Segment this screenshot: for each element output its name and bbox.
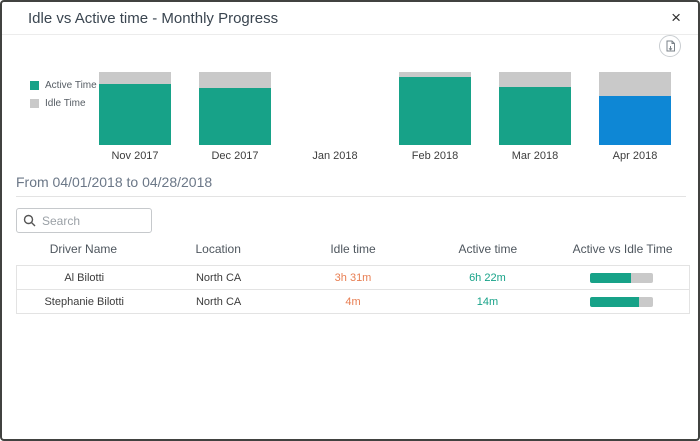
bar-slot <box>385 72 485 145</box>
chart-bars <box>85 72 685 145</box>
column-header: Active vs Idle Time <box>572 242 673 256</box>
export-image-icon <box>665 40 676 52</box>
stacked-bar-nov-2017[interactable] <box>99 72 171 145</box>
close-icon: × <box>671 8 681 27</box>
progressbar-fill <box>590 272 631 283</box>
stacked-bar-mar-2018[interactable] <box>499 72 571 145</box>
location-cell: North CA <box>195 271 242 284</box>
active-segment <box>399 77 471 145</box>
export-button[interactable] <box>659 35 681 57</box>
column-header: Location <box>195 242 241 256</box>
close-button[interactable]: × <box>671 7 681 29</box>
category-label: Mar 2018 <box>511 150 559 162</box>
bar-slot <box>285 72 385 145</box>
idle-segment <box>99 72 171 84</box>
idle-segment <box>599 72 671 96</box>
column-header: Active time <box>458 242 518 256</box>
category-label: Dec 2017 <box>211 150 259 162</box>
idle-segment <box>499 72 571 87</box>
driver-name-cell: Stephanie Bilotti <box>44 295 124 308</box>
chart-axis-labels: Nov 2017 Dec 2017 Jan 2018 Feb 2018 Mar 2018… <box>85 150 685 162</box>
category-label: Apr 2018 <box>612 150 658 162</box>
active-segment <box>599 96 671 145</box>
table-row[interactable]: Stephanie Bilotti North CA 4m 14m <box>16 289 690 314</box>
bar-slot <box>185 72 285 145</box>
table-body: Al Bilotti North CA 3h 31m 6h 22m Stephanie … <box>16 265 690 314</box>
category-label: Nov 2017 <box>111 150 159 162</box>
chart-legend: Active Time Idle Time <box>30 80 97 116</box>
active-vs-idle-progressbar <box>590 296 654 307</box>
section-divider <box>16 196 686 197</box>
search-box <box>16 208 152 233</box>
stacked-bar-dec-2017[interactable] <box>199 72 271 145</box>
active-segment <box>99 84 171 145</box>
idle-segment <box>199 72 271 88</box>
column-header: Driver Name <box>49 242 118 256</box>
date-range-label: From 04/01/2018 to 04/28/2018 <box>16 174 213 190</box>
legend-label: Idle Time <box>45 98 86 109</box>
table-row[interactable]: Al Bilotti North CA 3h 31m 6h 22m <box>16 265 690 290</box>
location-cell: North CA <box>195 295 242 308</box>
active-time-cell: 6h 22m <box>469 271 506 284</box>
active-segment <box>199 88 271 145</box>
idle-time-cell: 4m <box>345 295 361 308</box>
stacked-bar-feb-2018[interactable] <box>399 72 471 145</box>
active-vs-idle-cell <box>555 272 689 284</box>
legend-swatch <box>30 81 39 90</box>
idle-time-cell: 3h 31m <box>334 271 372 284</box>
active-vs-idle-cell <box>555 296 689 308</box>
stacked-bar-apr-2018[interactable] <box>599 72 671 145</box>
legend-swatch <box>30 99 39 108</box>
active-time-cell: 14m <box>476 295 499 308</box>
category-label: Feb 2018 <box>411 150 459 162</box>
bar-slot <box>585 72 685 145</box>
idle-segment <box>399 72 471 77</box>
driver-name-cell: Al Bilotti <box>64 271 105 284</box>
active-vs-idle-progressbar <box>590 272 654 283</box>
category-label: Jan 2018 <box>312 150 358 162</box>
legend-label: Active Time <box>45 80 97 91</box>
progressbar-fill <box>590 296 639 307</box>
search-icon <box>23 214 36 227</box>
table-header: Driver Name Location Idle time Active time A… <box>16 242 690 256</box>
active-segment <box>499 87 571 145</box>
bar-slot <box>485 72 585 145</box>
search-input[interactable] <box>42 213 145 228</box>
column-header: Idle time <box>330 242 376 256</box>
legend-item: Idle Time <box>30 98 97 109</box>
dialog-header: Idle vs Active time - Monthly Progress × <box>2 2 698 35</box>
dialog-title: Idle vs Active time - Monthly Progress <box>28 10 279 27</box>
bar-slot <box>85 72 185 145</box>
legend-item: Active Time <box>30 80 97 91</box>
